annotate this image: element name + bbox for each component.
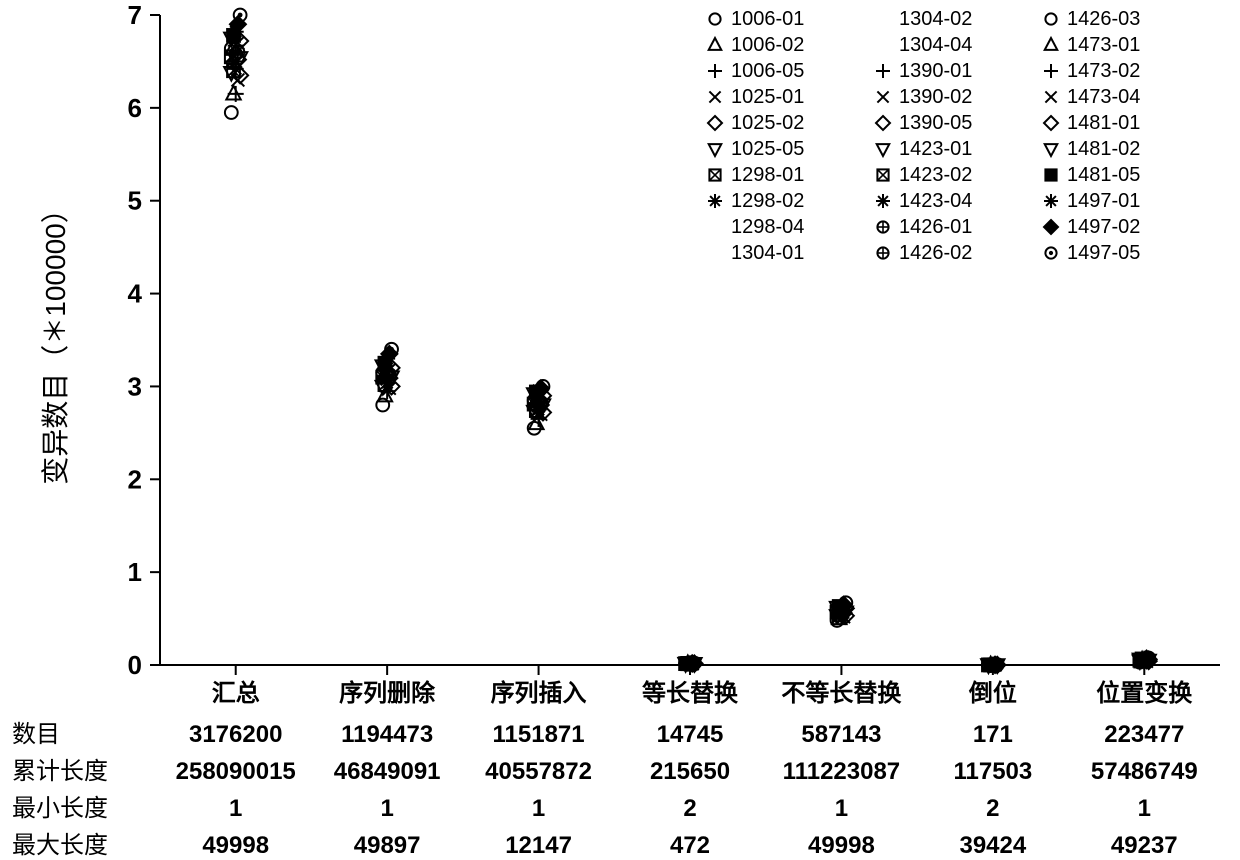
x-category-label: 倒位 [968,679,1017,707]
summary-cell: 1 [1138,795,1151,822]
legend-label: 1025-02 [731,112,804,134]
scatter-strip-chart: 0 1 2 3 4 5 6 7 变异数目（＊100000） 汇总 序列删除 序列插入 等长替换 不等长替换… [0,0,1240,860]
summary-cell: 1 [380,795,393,822]
legend-label: 1426-02 [899,242,972,264]
legend-label: 1426-01 [899,216,972,238]
legend-label: 1423-01 [899,138,972,160]
x-category-label: 序列删除 [339,679,436,707]
legend-label: 1473-04 [1067,86,1140,108]
legend-label: 1473-01 [1067,34,1140,56]
legend-label: 1006-01 [731,8,804,30]
y-tick-label: 6 [128,93,142,123]
x-category-label: 汇总 [212,679,260,707]
summary-cell: 49998 [808,832,875,859]
legend-label: 1025-01 [731,86,804,108]
y-tick-label: 4 [128,279,143,309]
y-tick-label: 3 [128,371,142,401]
legend-label: 1006-05 [731,60,804,82]
summary-cell: 171 [973,721,1013,748]
summary-cell: 111223087 [783,758,900,785]
legend-label: 1390-01 [899,60,972,82]
legend-label: 1481-01 [1067,112,1140,134]
legend-label: 1481-02 [1067,138,1140,160]
legend-label: 1497-02 [1067,216,1140,238]
y-tick-label: 7 [128,0,142,30]
summary-row-label: 累计长度 [12,758,108,785]
legend-label: 1426-03 [1067,8,1140,30]
summary-cell: 1194473 [341,721,433,748]
summary-cell: 12147 [505,832,572,859]
y-tick-label: 5 [128,186,142,216]
summary-cell: 1 [229,795,242,822]
legend-label: 1298-04 [731,216,804,238]
x-category-label: 等长替换 [642,679,739,707]
legend-label: 1298-01 [731,164,804,186]
summary-row-label: 数目 [12,721,60,748]
summary-cell: 14745 [657,721,724,748]
chart-container: 0 1 2 3 4 5 6 7 变异数目（＊100000） 汇总 序列删除 序列插入 等长替换 不等长替换… [0,0,1240,860]
summary-cell: 49237 [1111,832,1178,859]
legend-label: 1304-01 [731,242,804,264]
summary-cell: 117503 [953,758,1032,785]
summary-cell: 472 [670,832,710,859]
legend-label: 1298-02 [731,190,804,212]
legend-label: 1497-01 [1067,190,1140,212]
summary-cell: 49897 [354,832,421,859]
summary-cell: 40557872 [485,758,592,785]
summary-cell: 1 [835,795,848,822]
x-category-label: 不等长替换 [781,679,902,707]
legend-label: 1025-05 [731,138,804,160]
summary-cell: 3176200 [189,721,282,748]
summary-row-label: 最小长度 [12,795,108,822]
legend-label: 1481-05 [1067,164,1140,186]
summary-cell: 587143 [801,721,881,748]
legend-label: 1497-05 [1067,242,1140,264]
summary-cell: 1151871 [493,721,585,748]
legend-label: 1304-04 [899,34,972,56]
legend-label: 1390-02 [899,86,972,108]
legend-label: 1304-02 [899,8,972,30]
x-category-label: 序列插入 [491,679,587,707]
summary-cell: 2 [986,795,999,822]
summary-cell: 2 [683,795,696,822]
y-tick-label: 0 [128,650,142,680]
summary-cell: 258090015 [176,758,296,785]
summary-cell: 39424 [959,832,1026,859]
summary-cell: 223477 [1104,721,1184,748]
y-axis-label: 变异数目（＊100000） [40,195,71,484]
summary-cell: 1 [532,795,545,822]
summary-cell: 57486749 [1091,758,1198,785]
summary-cell: 46849091 [334,758,441,785]
legend-label: 1473-02 [1067,60,1140,82]
legend-label: 1006-02 [731,34,804,56]
y-tick-label: 1 [128,557,142,587]
legend-label: 1390-05 [899,112,972,134]
legend-label: 1423-02 [899,164,972,186]
y-tick-label: 2 [128,464,142,494]
summary-cell: 215650 [650,758,730,785]
legend-label: 1423-04 [899,190,972,212]
summary-cell: 49998 [202,832,269,859]
x-category-label: 位置变换 [1096,679,1193,707]
summary-row-label: 最大长度 [12,832,108,859]
